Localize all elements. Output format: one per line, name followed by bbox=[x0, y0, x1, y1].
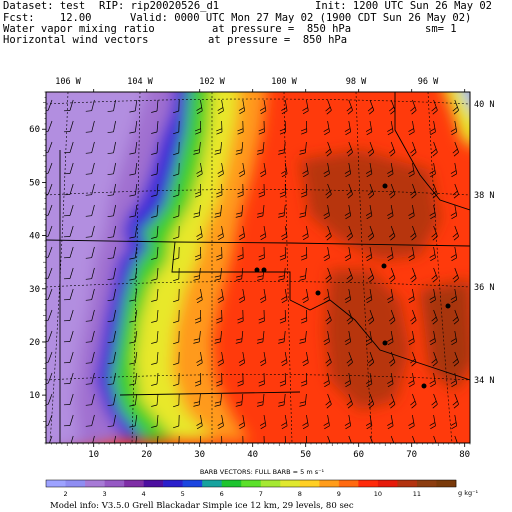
wind-barbs bbox=[46, 99, 459, 443]
colorbar-swatch bbox=[416, 480, 437, 487]
colorbar-swatch bbox=[221, 480, 242, 487]
x-tick-label: 20 bbox=[141, 450, 152, 460]
colorbar-label: 4 bbox=[142, 490, 146, 498]
header-field1-extra: sm= 1 bbox=[425, 23, 457, 35]
colorbar-swatch bbox=[358, 480, 379, 487]
colorbar-label: 10 bbox=[374, 490, 382, 498]
header-init: Init: 1200 UTC Sun 26 May 02 bbox=[315, 0, 493, 12]
header-valid: Valid: 0000 UTC Mon 27 May 02 (1900 CDT … bbox=[130, 12, 472, 24]
city-marker bbox=[421, 383, 427, 389]
mixing-ratio-field bbox=[46, 92, 470, 443]
city-marker bbox=[315, 290, 321, 296]
lat-label: 38 N bbox=[474, 191, 494, 201]
colorbar-swatch bbox=[377, 480, 398, 487]
colorbar-swatch bbox=[182, 480, 203, 487]
city-marker bbox=[445, 303, 451, 309]
y-tick-label: 20 bbox=[29, 338, 40, 348]
city-markers bbox=[254, 183, 451, 389]
lon-label: 102 W bbox=[199, 77, 225, 87]
x-tick-label: 40 bbox=[247, 450, 258, 460]
colorbar-label: 6 bbox=[220, 490, 224, 498]
colorbar-swatch bbox=[299, 480, 320, 487]
x-tick-label: 30 bbox=[194, 450, 205, 460]
colorbar-swatch bbox=[280, 480, 301, 487]
colorbar: 2 3 4 5 6 7 8 9 10 11 bbox=[45, 479, 457, 498]
colorbar-label: 7 bbox=[259, 490, 263, 498]
lon-label: 106 W bbox=[55, 77, 81, 87]
header-field1: Water vapor mixing ratio bbox=[3, 23, 155, 35]
header-rip: RIP: rip20020526_d1 bbox=[99, 0, 220, 12]
x-tick-label: 60 bbox=[353, 450, 364, 460]
colorbar-swatch bbox=[319, 480, 340, 487]
colorbar-swatch bbox=[85, 480, 105, 487]
y-tick-label: 50 bbox=[29, 178, 40, 188]
state-borders bbox=[46, 92, 470, 443]
colorbar-swatch bbox=[338, 480, 359, 487]
colorbar-unit: g kg⁻¹ bbox=[458, 489, 479, 497]
colorbar-swatch bbox=[124, 480, 144, 487]
lon-label: 98 W bbox=[346, 77, 367, 87]
header-field1-level: at pressure = 850 hPa bbox=[212, 23, 352, 35]
axes: 10 20 30 40 50 60 70 80 10 20 30 40 50 60 106 W 104 W 10… bbox=[29, 77, 494, 460]
colorbar-swatch bbox=[46, 480, 66, 487]
header-field2: Horizontal wind vectors bbox=[3, 34, 149, 46]
lat-label: 40 N bbox=[474, 100, 494, 110]
city-marker bbox=[381, 263, 387, 269]
colorbar-label: 3 bbox=[103, 490, 107, 498]
city-marker bbox=[382, 183, 388, 189]
colorbar-swatch bbox=[143, 480, 164, 487]
x-tick-label: 10 bbox=[88, 450, 99, 460]
colorbar-label: 5 bbox=[181, 490, 185, 498]
x-tick-label: 50 bbox=[300, 450, 311, 460]
barb-note: BARB VECTORS: FULL BARB = 5 m s⁻¹ bbox=[200, 468, 325, 476]
footer-model-info: Model info: V3.5.0 Grell Blackadar Simpl… bbox=[50, 501, 354, 511]
colorbar-swatch bbox=[436, 480, 457, 487]
colorbar-label: 2 bbox=[63, 490, 67, 498]
lon-label: 96 W bbox=[418, 77, 439, 87]
x-tick-label: 80 bbox=[459, 450, 470, 460]
colorbar-swatch bbox=[104, 480, 125, 487]
colorbar-swatch bbox=[65, 480, 86, 487]
colorbar-swatch bbox=[163, 480, 183, 487]
header-fcst: Fcst: 12.00 bbox=[3, 12, 92, 24]
colorbar-label: 9 bbox=[337, 490, 341, 498]
lon-label: 104 W bbox=[127, 77, 153, 87]
colorbar-swatch bbox=[397, 480, 418, 487]
y-tick-label: 30 bbox=[29, 285, 40, 295]
colorbar-swatch bbox=[241, 480, 262, 487]
colorbar-label: 11 bbox=[413, 490, 421, 498]
colorbar-swatch bbox=[260, 480, 281, 487]
x-tick-label: 70 bbox=[406, 450, 417, 460]
lon-label: 100 W bbox=[271, 77, 297, 87]
y-tick-label: 40 bbox=[29, 232, 40, 242]
header-field2-level: at pressure = 850 hPa bbox=[208, 34, 348, 46]
lat-label: 34 N bbox=[474, 376, 494, 386]
colorbar-label: 8 bbox=[298, 490, 302, 498]
y-tick-label: 60 bbox=[29, 125, 40, 135]
colorbar-swatch bbox=[202, 480, 223, 487]
lat-label: 36 N bbox=[474, 283, 494, 293]
city-marker bbox=[382, 340, 388, 346]
y-tick-label: 10 bbox=[29, 391, 40, 401]
header-dataset: Dataset: test bbox=[3, 0, 86, 12]
city-marker bbox=[254, 267, 260, 273]
